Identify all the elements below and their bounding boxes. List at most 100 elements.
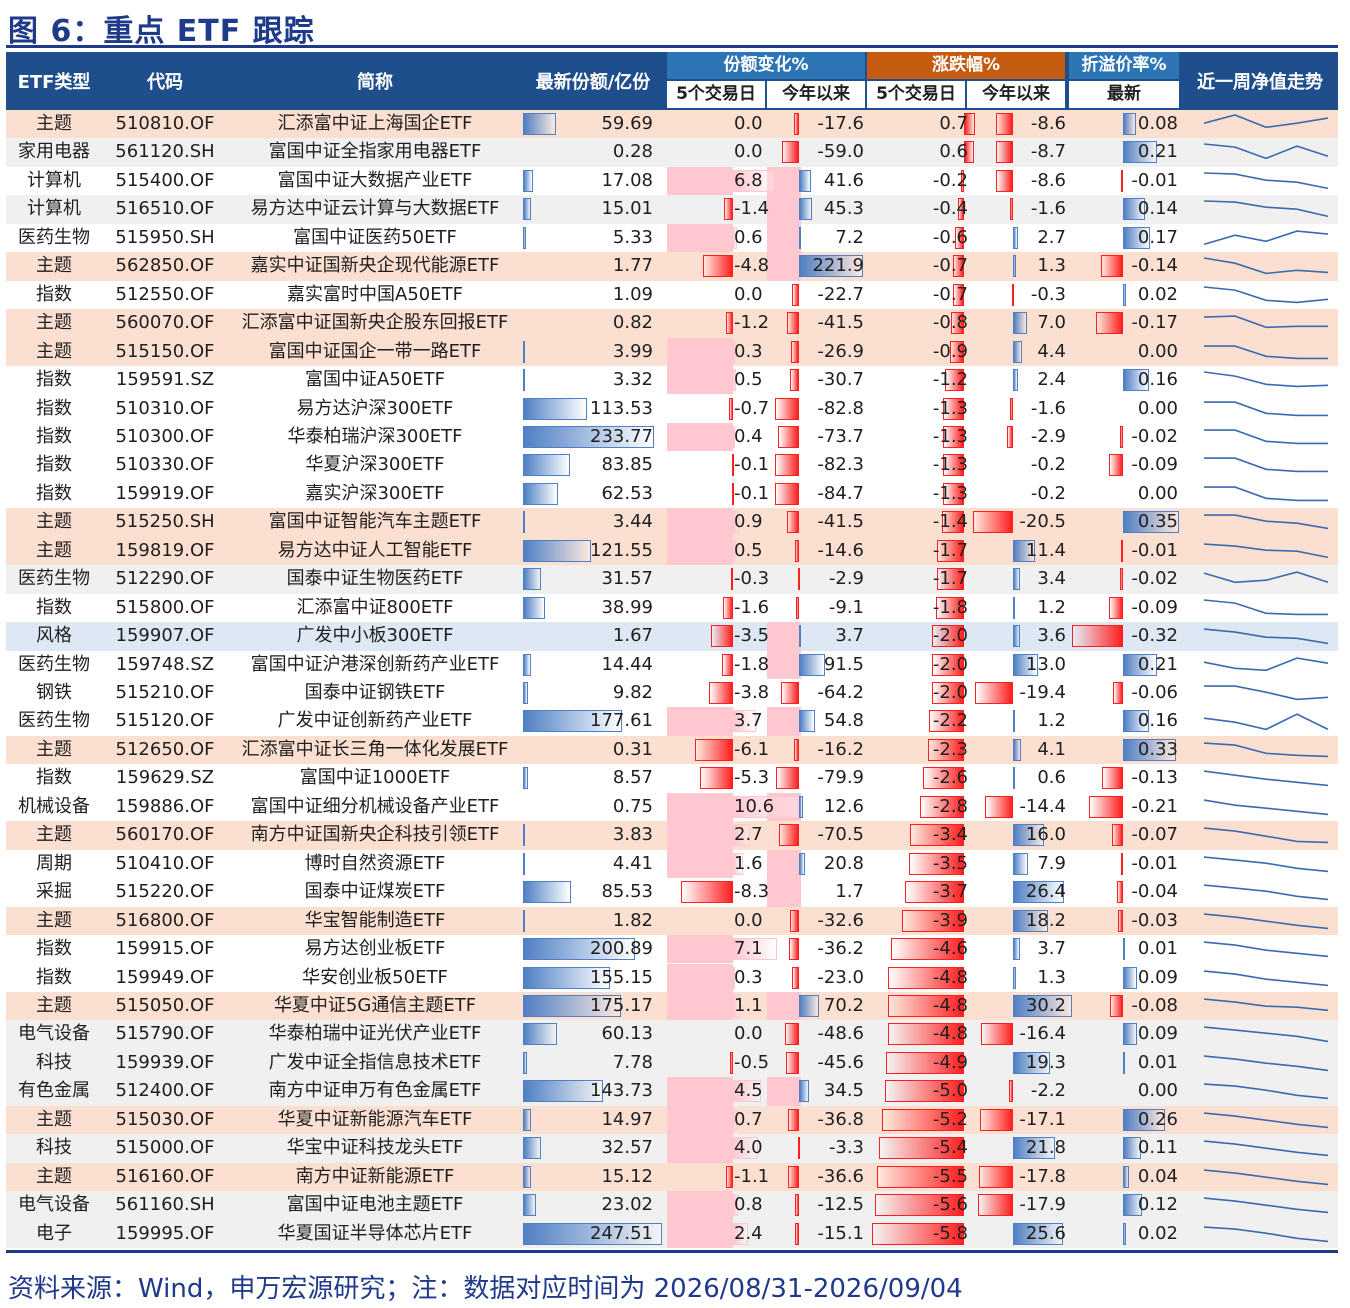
premium-bar — [1071, 625, 1123, 648]
price-ytd-bar — [1009, 198, 1013, 221]
price-ytd-bar — [996, 113, 1013, 135]
price-5d-value: 0.7 — [939, 113, 968, 134]
share-5d-bar — [703, 255, 733, 278]
share-5d-value: 1.6 — [734, 852, 763, 874]
share-ytd-value: 221.9 — [812, 255, 864, 277]
share-ytd-bar — [788, 1108, 799, 1131]
sparkline-svg — [1203, 1055, 1329, 1072]
price-5d-bar — [949, 340, 964, 363]
share-5d-bar — [733, 1137, 758, 1160]
price-5d-value: -5.6 — [932, 1194, 968, 1216]
price-5d-bar — [952, 283, 964, 306]
header-price-5d: 5个交易日 — [867, 81, 965, 108]
share-5d-bar — [733, 938, 778, 961]
etf-size-cell: 14.44 — [601, 653, 653, 675]
sparkline-svg — [1203, 770, 1329, 787]
share-ytd-value: -2.9 — [828, 568, 864, 590]
premium-bar — [1123, 283, 1127, 306]
price-ytd-bar — [1013, 340, 1022, 363]
share-5d-highlight — [667, 508, 733, 537]
etf-code-cell: 159915.OF — [115, 938, 215, 960]
share-5d-value: 0.5 — [734, 369, 763, 391]
etf-code-cell: 159949.OF — [115, 966, 215, 988]
etf-name-cell: 广发中小板300ETF — [296, 625, 454, 647]
sparkline-path — [1203, 143, 1329, 160]
etf-type-cell: 指数 — [36, 425, 72, 447]
table-row: 主题 510810.OF 汇添富中证上海国企ETF 59.69 0.0 -17.6 0.7 -… — [6, 110, 1338, 139]
share-ytd-value: -26.9 — [817, 340, 864, 362]
size-bar — [523, 966, 610, 989]
etf-size-cell: 0.75 — [612, 795, 653, 817]
sparkline-path — [1203, 1112, 1329, 1128]
price-ytd-bar — [1013, 994, 1072, 1017]
sparkline-svg — [1203, 543, 1329, 558]
etf-size-cell: 38.99 — [601, 596, 653, 618]
price-5d-value: -2.0 — [932, 625, 968, 647]
size-bar — [523, 198, 532, 221]
price-5d-value: -3.9 — [932, 909, 968, 931]
etf-code-cell: 159907.OF — [115, 625, 215, 647]
share-ytd-highlight — [767, 622, 801, 651]
price-ytd-bar — [1008, 1080, 1013, 1103]
header-name: 简称 — [357, 72, 393, 93]
share-5d-highlight — [667, 1105, 733, 1135]
premium-value: 0.00 — [1137, 340, 1178, 362]
share-5d-value: -0.7 — [734, 397, 770, 419]
etf-code-cell: 515050.OF — [115, 994, 215, 1016]
header-share-5d: 5个交易日 — [667, 81, 765, 108]
share-ytd-value: -32.6 — [817, 909, 864, 931]
sparkline-svg — [1203, 230, 1329, 245]
etf-name-cell: 国泰中证生物医药ETF — [286, 568, 464, 590]
sparkline-path — [1203, 998, 1329, 1012]
size-bar — [523, 454, 570, 477]
price-5d-value: -5.2 — [932, 1108, 968, 1130]
sparkline-svg — [1203, 969, 1329, 986]
etf-size-cell: 17.08 — [601, 169, 653, 191]
price-5d-value: -2.8 — [932, 795, 968, 817]
etf-name-cell: 富国中证大数据产业ETF — [277, 169, 473, 191]
etf-type-cell: 指数 — [36, 938, 72, 960]
price-ytd-value: -2.2 — [1030, 1080, 1066, 1102]
table-row: 主题 560070.OF 汇添富中证国新央企股东回报ETF 0.82 -1.2 -41.5… — [6, 309, 1338, 338]
weekly-nav-sparkline — [1182, 1049, 1332, 1077]
premium-value: 0.12 — [1137, 1194, 1178, 1216]
price-ytd-bar — [1012, 283, 1015, 306]
share-ytd-value: -70.5 — [817, 824, 864, 846]
price-5d-bar — [964, 141, 974, 164]
premium-bar — [1123, 1051, 1125, 1074]
etf-type-cell: 风格 — [36, 625, 72, 647]
sparkline-path — [1203, 1225, 1329, 1242]
etf-type-cell: 钢铁 — [36, 682, 72, 703]
table-row: 机械设备 159886.OF 富国中证细分机械设备产业ETF 0.75 10.6 12.6… — [6, 792, 1338, 822]
share-ytd-value: 45.3 — [823, 198, 864, 220]
size-bar — [523, 568, 541, 591]
etf-name-cell: 华夏中证新能源汽车ETF — [277, 1108, 473, 1130]
table-row: 主题 515250.SH 富国中证智能汽车主题ETF 3.44 0.9 -41.5 -1.4… — [6, 508, 1338, 537]
etf-type-cell: 主题 — [36, 113, 72, 134]
share-5d-highlight — [667, 991, 733, 1021]
share-ytd-bar — [798, 568, 801, 591]
etf-type-cell: 主题 — [36, 738, 72, 760]
etf-name-cell: 易方达创业板ETF — [304, 938, 446, 960]
sparkline-path — [1204, 457, 1328, 473]
title-divider — [6, 45, 1338, 48]
header-premium-latest: 最新 — [1069, 81, 1179, 108]
share-ytd-bar — [794, 1222, 799, 1245]
page-title: 图 6：重点 ETF 跟踪 — [8, 14, 315, 49]
etf-name-cell: 富国中证医药50ETF — [293, 226, 457, 248]
etf-type-cell: 科技 — [36, 1137, 72, 1159]
price-ytd-value: 21.8 — [1025, 1137, 1066, 1159]
weekly-nav-sparkline — [1182, 224, 1332, 252]
price-5d-bar — [960, 169, 964, 192]
premium-value: 0.04 — [1137, 1165, 1178, 1187]
price-5d-bar — [943, 482, 964, 505]
price-5d-bar — [951, 312, 964, 335]
price-ytd-bar — [1013, 738, 1021, 761]
premium-bar — [1119, 568, 1123, 591]
etf-type-cell: 主题 — [36, 511, 72, 533]
premium-bar — [1113, 682, 1123, 704]
share-ytd-value: 70.2 — [823, 994, 864, 1016]
price-ytd-value: 11.4 — [1025, 539, 1066, 561]
etf-size-cell: 62.53 — [601, 482, 653, 504]
share-5d-value: 10.6 — [734, 795, 775, 817]
